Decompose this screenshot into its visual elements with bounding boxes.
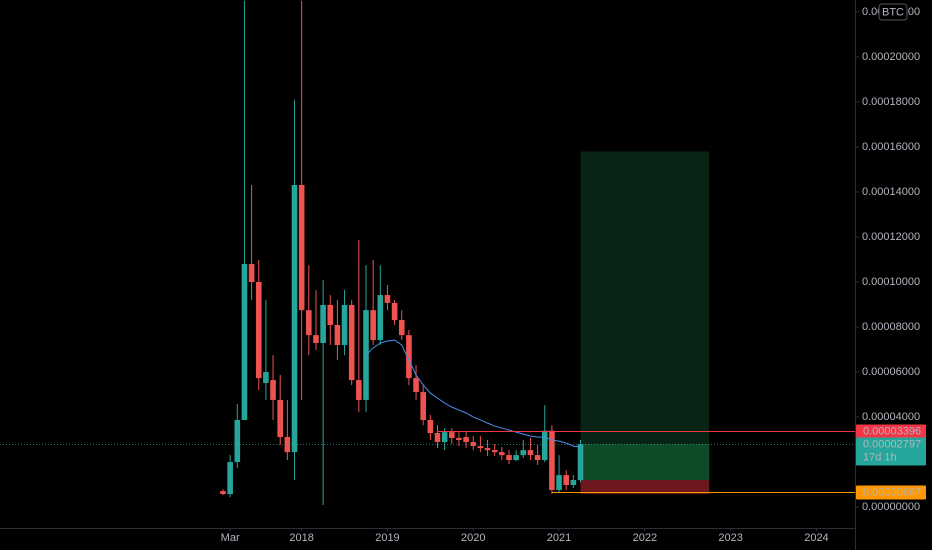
candle-body: [234, 419, 241, 463]
y-tick-label: 0.00018000: [862, 96, 920, 108]
candle-body: [527, 450, 534, 456]
x-tick-label: 2020: [461, 532, 485, 544]
candle-body: [456, 437, 462, 440]
price-label: 0.00002797: [863, 438, 921, 450]
y-tick-label: 0.00016000: [862, 141, 920, 153]
candle-body: [255, 282, 262, 379]
candle-body: [556, 475, 562, 490]
profit-fill: [580, 444, 710, 481]
candle-body: [398, 320, 405, 336]
y-tick-label: 0.00004000: [862, 411, 920, 423]
y-tick-label: 0.00020000: [862, 51, 920, 63]
candle-body: [463, 437, 469, 443]
candle-body: [406, 335, 412, 379]
candle-body: [499, 452, 505, 456]
candle-body: [291, 185, 298, 453]
candle-body: [284, 437, 291, 453]
candle-body: [227, 462, 233, 495]
x-tick-label: 2023: [718, 532, 742, 544]
x-tick-label: 2018: [289, 532, 313, 544]
candle-body: [449, 432, 455, 438]
candle-body: [313, 335, 319, 343]
price-label-box: [856, 485, 926, 500]
candle-body: [348, 304, 355, 381]
candle-body: [220, 491, 226, 495]
candle-body: [484, 448, 491, 451]
x-tick-label: Mar: [221, 532, 240, 544]
candle-body: [506, 455, 512, 461]
candle-body: [427, 419, 434, 434]
candle-body: [248, 264, 255, 283]
x-tick-label: 2021: [547, 532, 571, 544]
y-tick-label: 0.00012000: [862, 231, 920, 243]
candle-body: [520, 450, 527, 456]
candle-body: [413, 378, 419, 393]
candle-body: [298, 185, 305, 311]
candle-body: [327, 304, 334, 325]
candle-body: [391, 302, 398, 321]
y-tick-label: 0.00000000: [862, 501, 920, 513]
candle-body: [541, 430, 548, 461]
currency-badge: [878, 3, 908, 21]
price-label: 0.00003396: [863, 425, 921, 437]
candle-body: [263, 372, 269, 384]
candle-body: [356, 380, 362, 400]
candle-body: [513, 455, 519, 461]
y-tick-label: 0.00010000: [862, 276, 920, 288]
candle-body: [341, 304, 348, 346]
stop-zone: [580, 480, 710, 495]
y-tick-label: 0.00014000: [862, 186, 920, 198]
x-tick-label: 2022: [633, 532, 657, 544]
candle-body: [434, 433, 441, 443]
candle-body: [306, 310, 312, 336]
y-tick-label: 0.00006000: [862, 366, 920, 378]
candle-body: [370, 310, 376, 341]
candle-body: [377, 295, 384, 341]
candle-body: [320, 304, 326, 343]
candle-body: [470, 442, 477, 447]
candle-body: [549, 430, 555, 490]
candle-body: [534, 455, 541, 461]
candle-body: [241, 264, 248, 420]
candle-body: [477, 446, 484, 449]
candle-body: [491, 450, 498, 453]
candle-body: [334, 324, 341, 346]
countdown: 17d 1h: [863, 451, 897, 463]
price-label-box: [856, 424, 926, 439]
candle-body: [384, 295, 391, 303]
candle-body: [570, 480, 577, 486]
currency-label: BTC: [882, 6, 904, 18]
x-tick-label: 2019: [375, 532, 399, 544]
target-zone: [580, 151, 710, 481]
candle-body: [277, 399, 283, 438]
candle-body: [577, 444, 584, 481]
candle-body: [563, 475, 569, 486]
moving-average: [365, 339, 581, 448]
price-label-box: [856, 437, 926, 466]
candle-body: [441, 432, 448, 443]
candle-body: [270, 380, 276, 400]
y-tick-label: 0.00008000: [862, 321, 920, 333]
candle-body: [420, 392, 426, 420]
price-label: 0.00000667: [863, 486, 921, 498]
x-tick-label: 2024: [804, 532, 828, 544]
